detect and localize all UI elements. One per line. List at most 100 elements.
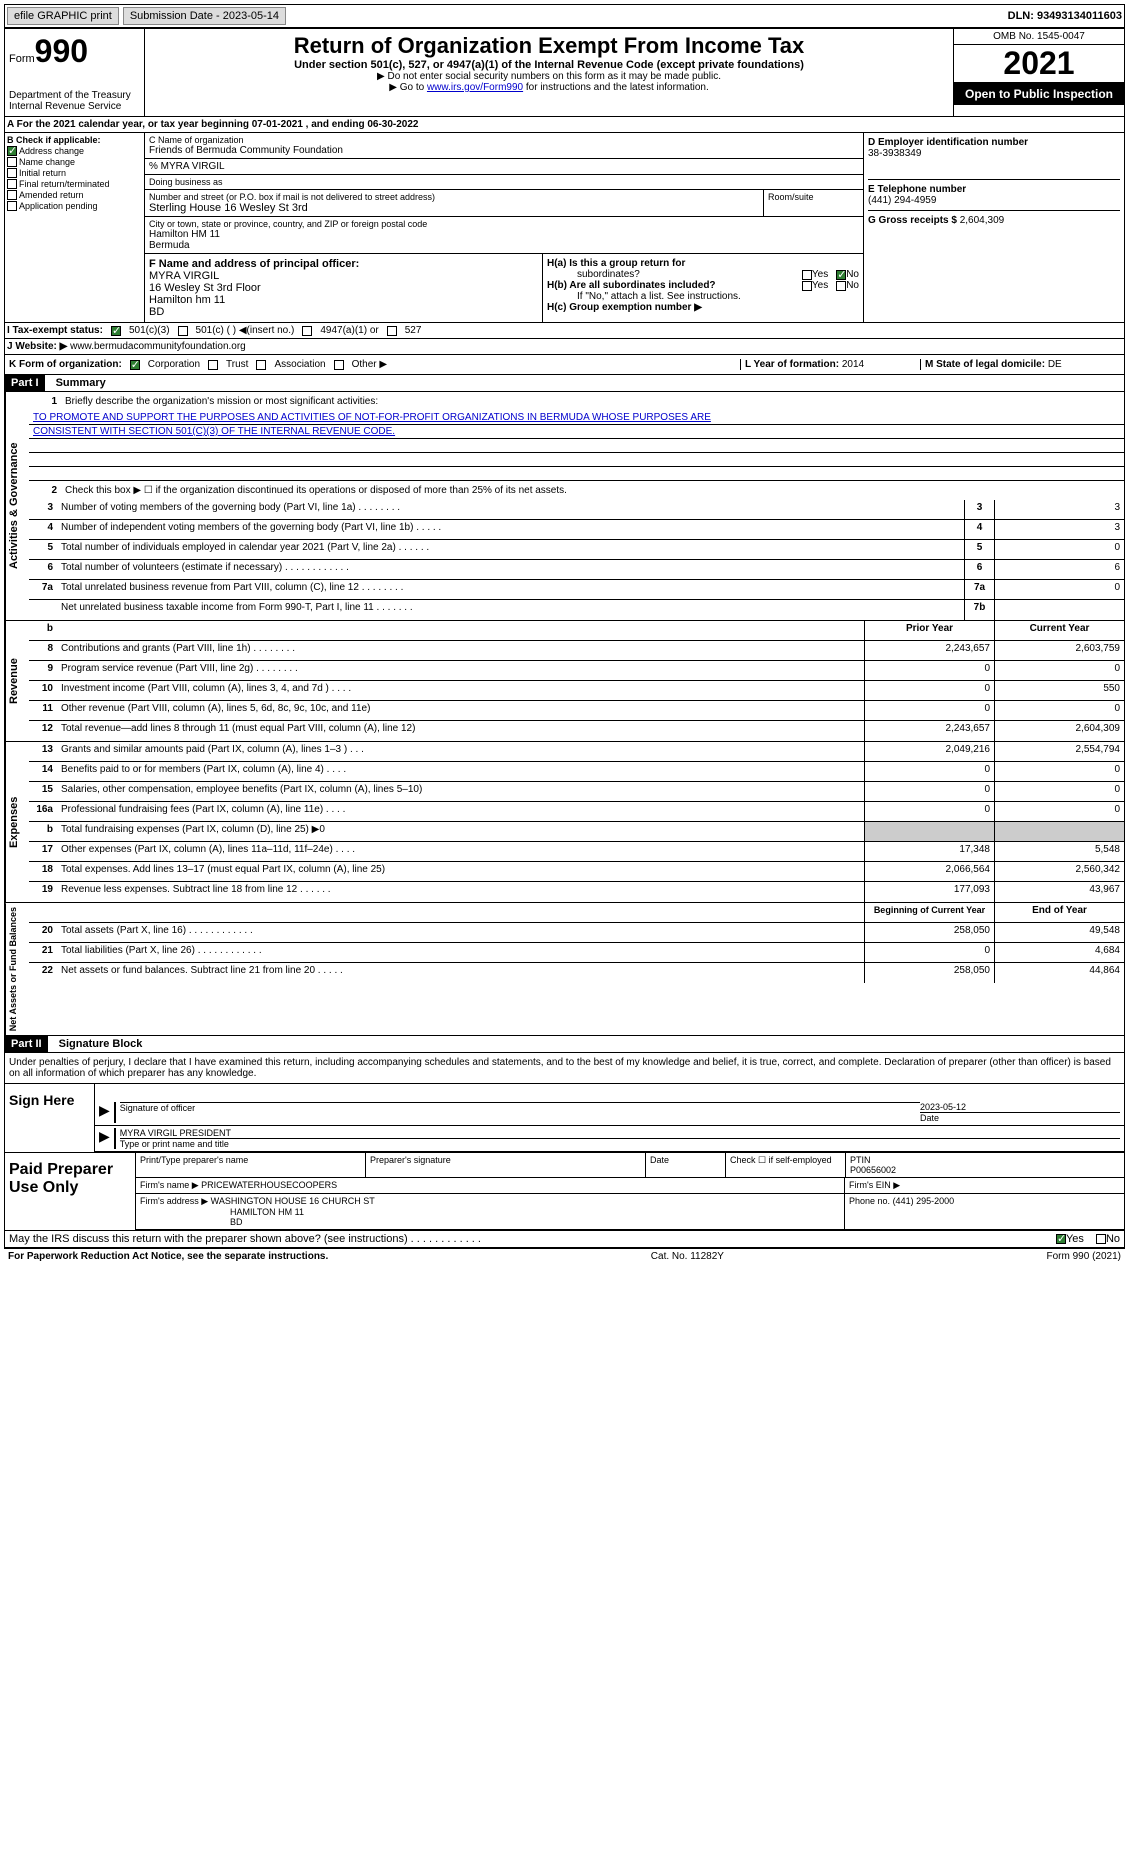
form-header: Form990 Department of the Treasury Inter… <box>4 28 1125 117</box>
summary-row: 15Salaries, other compensation, employee… <box>29 782 1124 802</box>
ha-no-checkbox[interactable] <box>836 270 846 280</box>
irs-link[interactable]: www.irs.gov/Form990 <box>427 82 523 93</box>
submission-button[interactable]: Submission Date - 2023-05-14 <box>123 7 286 25</box>
line1-label: Briefly describe the organization's miss… <box>61 394 1120 409</box>
final-return-checkbox[interactable] <box>7 179 17 189</box>
section-i-label: I Tax-exempt status: <box>7 325 103 336</box>
org-name-label: C Name of organization <box>149 135 859 145</box>
corp-checkbox[interactable] <box>130 360 140 370</box>
revenue-section: Revenue b Prior Year Current Year 8Contr… <box>4 621 1125 742</box>
summary-row: Net unrelated business taxable income fr… <box>29 600 1124 620</box>
other-label: Other ▶ <box>352 359 387 370</box>
hb-yes: Yes <box>812 280 828 291</box>
amended-return-checkbox[interactable] <box>7 190 17 200</box>
street-label: Number and street (or P.O. box if mail i… <box>149 192 759 202</box>
summary-row: 6Total number of volunteers (estimate if… <box>29 560 1124 580</box>
phone-label: E Telephone number <box>868 184 1120 195</box>
begin-year-header: Beginning of Current Year <box>864 903 994 922</box>
address-change-label: Address change <box>19 146 84 156</box>
hb-note: If "No," attach a list. See instructions… <box>547 291 859 302</box>
ein-value: 38-3938349 <box>868 148 1120 159</box>
summary-row: 18Total expenses. Add lines 13–17 (must … <box>29 862 1124 882</box>
subtitle: Under section 501(c), 527, or 4947(a)(1)… <box>149 59 949 71</box>
gross-value: 2,604,309 <box>960 215 1005 226</box>
tax-year: 2021 <box>954 45 1124 83</box>
room-label: Room/suite <box>768 192 859 202</box>
part2-title: Signature Block <box>59 1038 143 1050</box>
net-assets-label: Net Assets or Fund Balances <box>5 903 29 1035</box>
hb-no: No <box>846 280 859 291</box>
application-pending-label: Application pending <box>19 201 98 211</box>
527-checkbox[interactable] <box>387 326 397 336</box>
assoc-checkbox[interactable] <box>256 360 266 370</box>
cat-number: Cat. No. 11282Y <box>651 1251 724 1262</box>
summary-row: 19Revenue less expenses. Subtract line 1… <box>29 882 1124 902</box>
discuss-yes: Yes <box>1066 1233 1084 1245</box>
form-label: Form <box>9 53 35 65</box>
section-l-label: L Year of formation: <box>745 359 839 370</box>
section-m-label: M State of legal domicile: <box>925 359 1045 370</box>
summary-row: 4Number of independent voting members of… <box>29 520 1124 540</box>
mission-line5 <box>29 467 1124 481</box>
gross-label: G Gross receipts $ <box>868 215 957 226</box>
trust-label: Trust <box>226 359 248 370</box>
firm-addr-label: Firm's address ▶ <box>140 1196 208 1206</box>
hb-yes-checkbox[interactable] <box>802 281 812 291</box>
501c-checkbox[interactable] <box>178 326 188 336</box>
omb-number: OMB No. 1545-0047 <box>954 29 1124 45</box>
summary-row: 5Total number of individuals employed in… <box>29 540 1124 560</box>
governance-label: Activities & Governance <box>5 392 29 620</box>
paid-preparer-label: Paid Preparer Use Only <box>5 1153 135 1230</box>
address-change-checkbox[interactable] <box>7 146 17 156</box>
prior-year-header: Prior Year <box>864 621 994 640</box>
end-year-header: End of Year <box>994 903 1124 922</box>
ha-yes-checkbox[interactable] <box>802 270 812 280</box>
sig-officer-label: Signature of officer <box>120 1103 920 1113</box>
discuss-yes-checkbox[interactable] <box>1056 1234 1066 1244</box>
governance-section: Activities & Governance 1 Briefly descri… <box>4 392 1125 621</box>
trust-checkbox[interactable] <box>208 360 218 370</box>
self-employed-label: Check ☐ if self-employed <box>730 1155 841 1166</box>
summary-row: 10Investment income (Part VIII, column (… <box>29 681 1124 701</box>
firm-name-label: Firm's name ▶ <box>140 1180 199 1190</box>
summary-row: 16aProfessional fundraising fees (Part I… <box>29 802 1124 822</box>
prep-phone: (441) 295-2000 <box>893 1196 955 1206</box>
officer-country: BD <box>149 306 538 318</box>
date-label: Date <box>920 1112 1120 1123</box>
other-checkbox[interactable] <box>334 360 344 370</box>
ha-sub: subordinates? <box>547 269 802 280</box>
efile-button[interactable]: efile GRAPHIC print <box>7 7 119 25</box>
prep-phone-label: Phone no. <box>849 1196 890 1206</box>
section-m-value: DE <box>1048 359 1062 370</box>
501c3-label: 501(c)(3) <box>129 325 170 336</box>
city-value: Hamilton HM 11 <box>149 229 859 240</box>
ha-no: No <box>846 269 859 280</box>
country-value: Bermuda <box>149 240 859 251</box>
section-l-value: 2014 <box>842 359 864 370</box>
name-change-checkbox[interactable] <box>7 157 17 167</box>
summary-row: bTotal fundraising expenses (Part IX, co… <box>29 822 1124 842</box>
part1-title: Summary <box>56 377 106 389</box>
type-name-label: Type or print name and title <box>120 1139 1120 1149</box>
section-k-label: K Form of organization: <box>9 359 122 370</box>
prep-sig-label: Preparer's signature <box>370 1155 641 1165</box>
501c3-checkbox[interactable] <box>111 326 121 336</box>
4947-checkbox[interactable] <box>302 326 312 336</box>
city-label: City or town, state or province, country… <box>149 219 859 229</box>
summary-row: 11Other revenue (Part VIII, column (A), … <box>29 701 1124 721</box>
irs-text: Internal Revenue Service <box>9 101 140 112</box>
officer-street: 16 Wesley St 3rd Floor <box>149 282 538 294</box>
current-year-header: Current Year <box>994 621 1124 640</box>
ein-label: D Employer identification number <box>868 137 1120 148</box>
application-pending-checkbox[interactable] <box>7 201 17 211</box>
officer-name-title: MYRA VIRGIL PRESIDENT <box>120 1128 1120 1139</box>
initial-return-checkbox[interactable] <box>7 168 17 178</box>
mission-line2: CONSISTENT WITH SECTION 501(C)(3) OF THE… <box>29 425 1124 439</box>
phone-value: (441) 294-4959 <box>868 195 1120 206</box>
hb-no-checkbox[interactable] <box>836 281 846 291</box>
sign-here-label: Sign Here <box>5 1084 95 1152</box>
discuss-no-checkbox[interactable] <box>1096 1234 1106 1244</box>
initial-return-label: Initial return <box>19 168 66 178</box>
firm-addr: WASHINGTON HOUSE 16 CHURCH ST <box>211 1196 375 1206</box>
summary-row: 3Number of voting members of the governi… <box>29 500 1124 520</box>
